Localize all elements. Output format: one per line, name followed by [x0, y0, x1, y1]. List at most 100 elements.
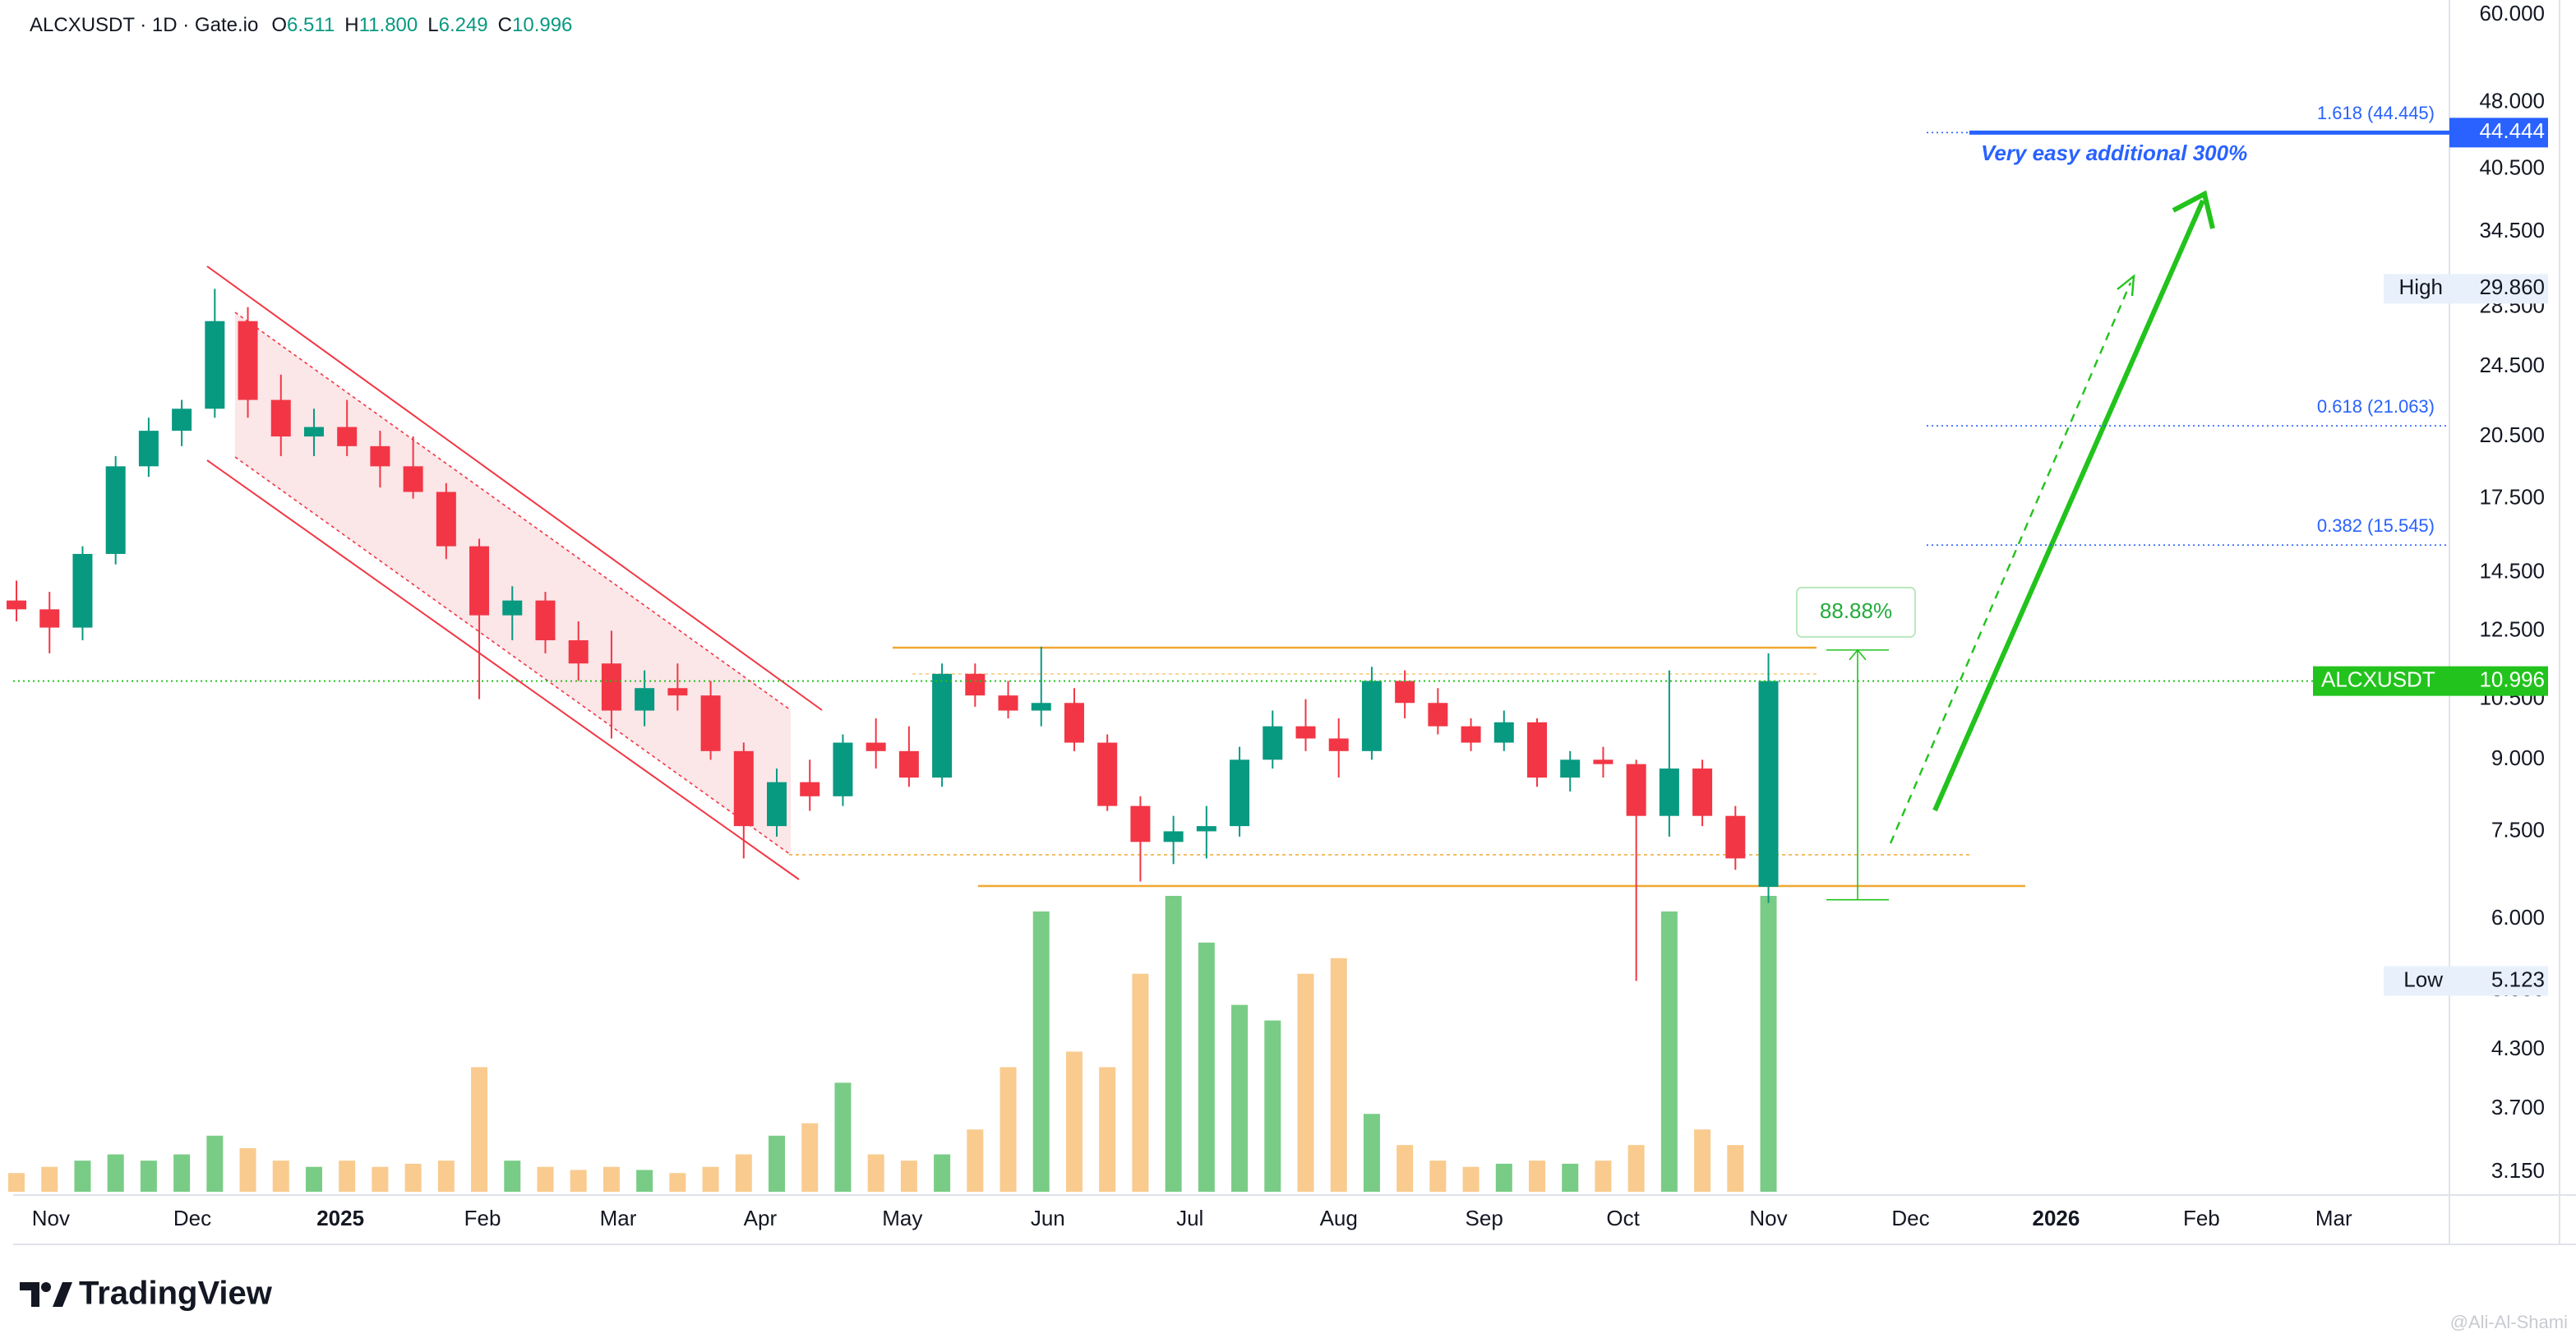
- volume-bar: [769, 1135, 786, 1192]
- volume-bar: [1099, 1067, 1116, 1192]
- volume-bar: [339, 1161, 356, 1192]
- price-value: 10.996: [2479, 667, 2545, 692]
- volume-bar: [1297, 973, 1314, 1192]
- candle-body: [1626, 764, 1646, 816]
- candle-body: [1758, 681, 1779, 887]
- y-tick-label: 12.500: [2479, 616, 2545, 641]
- x-tick-label: Mar: [2315, 1206, 2352, 1230]
- y-tick-label: 20.500: [2479, 422, 2545, 447]
- volume-bar: [1727, 1145, 1744, 1192]
- volume-bar: [867, 1154, 884, 1192]
- candle-body: [1659, 768, 1679, 816]
- candle-body: [667, 688, 688, 696]
- fib-label: 0.382 (15.545): [2317, 515, 2435, 536]
- volume-bar: [471, 1067, 488, 1192]
- volume-bar: [173, 1154, 191, 1192]
- candle-body: [436, 492, 456, 547]
- logo-mark: [53, 1282, 72, 1307]
- volume-bar: [1032, 911, 1050, 1192]
- y-tick-label: 4.300: [2491, 1036, 2545, 1060]
- y-tick-label: 6.000: [2491, 905, 2545, 930]
- price-symbol: ALCXUSDT: [2321, 667, 2435, 692]
- candle-body: [105, 466, 126, 554]
- volume-bar: [934, 1154, 951, 1192]
- channel-line: [234, 312, 792, 711]
- y-tick-label: 14.500: [2479, 558, 2545, 583]
- candle-body: [998, 695, 1018, 711]
- candle-body: [337, 427, 358, 446]
- candle-body: [932, 673, 953, 778]
- x-tick-label: Sep: [1466, 1206, 1503, 1230]
- candle-body: [72, 553, 93, 628]
- target-label: 44.444: [2479, 118, 2545, 143]
- candle-body: [1064, 703, 1084, 743]
- candle-body: [238, 321, 258, 400]
- measure-arrow: [1849, 648, 1867, 661]
- candle-body: [965, 673, 986, 696]
- candle-body: [800, 782, 820, 796]
- y-tick-label: 3.150: [2491, 1158, 2545, 1183]
- volume-bar: [1529, 1161, 1546, 1192]
- volume-bar: [999, 1067, 1017, 1192]
- volume-bar: [206, 1135, 224, 1192]
- y-tick-label: 9.000: [2491, 745, 2545, 770]
- high-marker-value: 29.860: [2479, 275, 2545, 299]
- candle-body: [1361, 681, 1382, 751]
- x-tick-label: Feb: [464, 1206, 501, 1230]
- x-tick-label: Dec: [1891, 1206, 1929, 1230]
- volume-bar: [900, 1161, 917, 1192]
- candle-body: [1097, 742, 1118, 806]
- candle-body: [469, 546, 490, 616]
- volume-bar: [834, 1082, 852, 1192]
- logo-mark: [41, 1282, 51, 1292]
- candle-body: [898, 750, 919, 778]
- candle-body: [1196, 826, 1216, 832]
- candle-body: [1493, 722, 1514, 743]
- fib-label: 0.618 (21.063): [2317, 396, 2435, 417]
- candle-body: [1130, 805, 1151, 842]
- candle-body: [1461, 726, 1481, 743]
- volume-bar: [1760, 896, 1777, 1192]
- candle-body: [1428, 703, 1448, 727]
- volume-bar: [272, 1161, 289, 1192]
- x-tick-label: Dec: [173, 1206, 211, 1230]
- dashed-arrow: [1889, 282, 2132, 844]
- x-tick-label: Nov: [1749, 1206, 1787, 1230]
- volume-bar: [636, 1170, 653, 1192]
- y-tick-label: 60.000: [2479, 1, 2545, 25]
- candle-body: [866, 742, 886, 751]
- volume-bar: [437, 1161, 455, 1192]
- volume-bar: [735, 1154, 752, 1192]
- candle-body: [1230, 759, 1250, 827]
- candle-body: [39, 609, 60, 628]
- volume-bar: [1264, 1020, 1281, 1192]
- y-tick-label: 48.000: [2479, 88, 2545, 113]
- x-tick-label: Mar: [600, 1206, 637, 1230]
- volume-bar: [1198, 942, 1215, 1192]
- volume-bar: [1396, 1145, 1414, 1192]
- candle-body: [1031, 703, 1051, 711]
- candle-body: [1593, 759, 1613, 764]
- arrow-head: [2117, 274, 2135, 297]
- channel-line: [206, 459, 800, 880]
- volume-bar: [967, 1129, 984, 1192]
- ohlc: O6.511 H11.800 L6.249 C10.996: [271, 14, 572, 36]
- volume-bar: [1231, 1004, 1249, 1192]
- symbol: ALCXUSDT · 1D · Gate.io: [30, 14, 258, 36]
- candle-body: [1328, 738, 1349, 751]
- measure-badge: [1796, 586, 1916, 638]
- candle-body: [1263, 726, 1283, 760]
- candle-body: [568, 639, 589, 664]
- ohlc-value: 6.511: [287, 14, 335, 36]
- price-badge: [2313, 666, 2548, 696]
- x-tick-label: Aug: [1320, 1206, 1358, 1230]
- fib-label: 1.618 (44.445): [2317, 103, 2435, 123]
- measure-label: 88.88%: [1820, 598, 1892, 623]
- candle-body: [1725, 815, 1746, 859]
- x-tick-label: 2026: [2032, 1206, 2080, 1230]
- volume-bar: [1660, 911, 1678, 1192]
- y-tick-label: 40.500: [2479, 155, 2545, 180]
- volume-bar: [74, 1161, 91, 1192]
- price-axis-bg: [2449, 0, 2576, 1244]
